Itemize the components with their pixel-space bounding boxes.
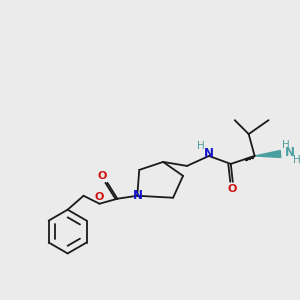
Text: O: O — [98, 171, 107, 181]
Text: O: O — [227, 184, 236, 194]
Text: N: N — [284, 146, 295, 160]
Text: H: H — [197, 141, 205, 151]
Text: N: N — [133, 189, 143, 202]
Text: O: O — [95, 192, 104, 202]
Text: H: H — [292, 155, 300, 165]
Polygon shape — [255, 151, 281, 158]
Text: H: H — [282, 140, 290, 150]
Text: N: N — [204, 148, 214, 160]
